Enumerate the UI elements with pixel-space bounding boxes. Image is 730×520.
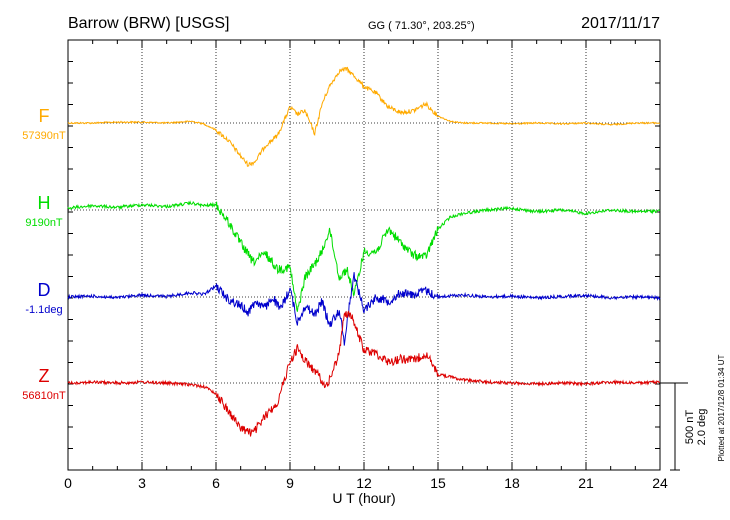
x-tick-label: 12 xyxy=(356,475,372,491)
series-baseline-F: 57390nT xyxy=(22,130,66,142)
scale-nt-label: 500 nT xyxy=(684,410,696,445)
x-tick-label: 24 xyxy=(652,475,668,491)
x-tick-label: 18 xyxy=(504,475,520,491)
plotted-timestamp: Plotted at 2017/12/8 01:34 UT xyxy=(717,355,726,462)
series-name-Z: Z xyxy=(39,366,50,386)
series-name-F: F xyxy=(39,106,50,126)
x-tick-label: 6 xyxy=(212,475,220,491)
x-tick-label: 3 xyxy=(138,475,146,491)
x-tick-labels: 0 3 6 9 12 15 18 21 24 xyxy=(64,475,668,491)
scale-deg-label: 2.0 deg xyxy=(696,409,708,446)
series-baseline-H: 9190nT xyxy=(25,217,63,229)
series-baseline-D: -1.1deg xyxy=(25,304,62,316)
y-tick-marks xyxy=(68,61,660,449)
station-coords: GG ( 71.30°, 203.25°) xyxy=(368,20,475,32)
series-name-D: D xyxy=(38,280,51,300)
station-title: Barrow (BRW) [USGS] xyxy=(68,15,230,32)
vertical-grid xyxy=(141,40,587,470)
plot-frame xyxy=(67,39,661,471)
series-traces xyxy=(67,66,661,437)
series-labels: F 57390nT H 9190nT D -1.1deg Z 56810nT xyxy=(22,106,66,402)
series-line-Z xyxy=(67,310,661,437)
x-tick-marks xyxy=(67,40,661,470)
series-line-F xyxy=(67,66,661,167)
series-name-H: H xyxy=(38,193,51,213)
x-axis-label: U T (hour) xyxy=(332,490,395,506)
x-tick-label: 15 xyxy=(430,475,446,491)
chart-date: 2017/11/17 xyxy=(581,15,660,32)
series-line-D xyxy=(67,272,661,346)
x-tick-label: 21 xyxy=(578,475,594,491)
series-baseline-Z: 56810nT xyxy=(22,390,66,402)
series-line-H xyxy=(67,200,661,312)
scale-bar: 500 nT 2.0 deg xyxy=(660,382,708,471)
x-tick-label: 0 xyxy=(64,475,72,491)
x-tick-label: 9 xyxy=(286,475,294,491)
